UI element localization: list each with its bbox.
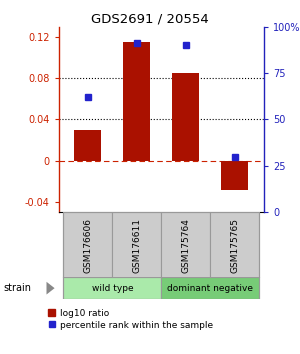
Bar	[161, 212, 210, 278]
Legend: log10 ratio, percentile rank within the sample: log10 ratio, percentile rank within the …	[48, 309, 213, 330]
Text: strain: strain	[3, 283, 31, 293]
Text: GSM176611: GSM176611	[132, 218, 141, 273]
Bar	[221, 161, 248, 190]
Bar	[161, 277, 259, 299]
Text: GDS2691 / 20554: GDS2691 / 20554	[91, 12, 209, 25]
Text: dominant negative: dominant negative	[167, 284, 253, 293]
Text: GSM175765: GSM175765	[230, 218, 239, 273]
Text: GSM176606: GSM176606	[83, 218, 92, 273]
Bar	[210, 212, 259, 278]
Text: GSM175764: GSM175764	[181, 218, 190, 273]
Text: wild type: wild type	[92, 284, 133, 293]
Bar	[63, 212, 112, 278]
Bar	[172, 73, 199, 161]
Bar	[112, 212, 161, 278]
Bar	[123, 42, 150, 161]
Bar	[74, 130, 101, 161]
Bar	[63, 277, 161, 299]
